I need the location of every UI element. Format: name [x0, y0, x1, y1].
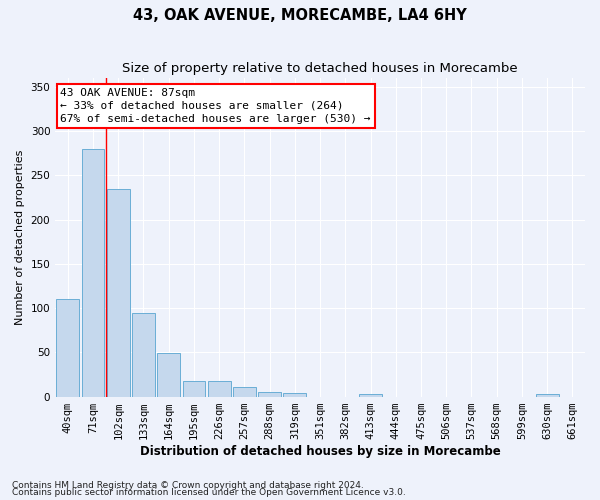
Y-axis label: Number of detached properties: Number of detached properties	[15, 150, 25, 325]
Bar	[182, 380, 205, 396]
Bar	[157, 353, 180, 397]
Bar	[359, 394, 382, 396]
Bar	[233, 387, 256, 396]
Bar	[132, 312, 155, 396]
Text: Contains public sector information licensed under the Open Government Licence v3: Contains public sector information licen…	[12, 488, 406, 497]
Bar	[208, 380, 230, 396]
Bar	[283, 393, 306, 396]
Title: Size of property relative to detached houses in Morecambe: Size of property relative to detached ho…	[122, 62, 518, 76]
Bar	[107, 188, 130, 396]
Bar	[536, 394, 559, 396]
Text: 43 OAK AVENUE: 87sqm
← 33% of detached houses are smaller (264)
67% of semi-deta: 43 OAK AVENUE: 87sqm ← 33% of detached h…	[61, 88, 371, 124]
Bar	[56, 300, 79, 396]
Bar	[258, 392, 281, 396]
X-axis label: Distribution of detached houses by size in Morecambe: Distribution of detached houses by size …	[140, 444, 500, 458]
Bar	[82, 149, 104, 396]
Text: 43, OAK AVENUE, MORECAMBE, LA4 6HY: 43, OAK AVENUE, MORECAMBE, LA4 6HY	[133, 8, 467, 22]
Text: Contains HM Land Registry data © Crown copyright and database right 2024.: Contains HM Land Registry data © Crown c…	[12, 480, 364, 490]
